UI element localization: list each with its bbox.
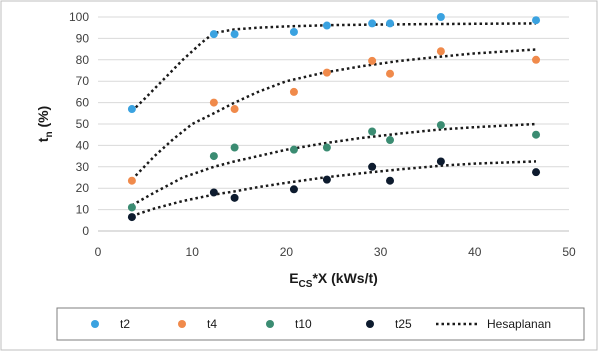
data-point-t10 (127, 203, 136, 212)
x-axis-title-main: E (289, 270, 298, 286)
data-point-t4 (436, 47, 445, 56)
x-axis-title: ECS*X (kWs/t) (289, 270, 378, 290)
data-point-t10 (322, 143, 331, 152)
y-tick-label: 10 (76, 203, 90, 217)
data-point-t10 (209, 152, 218, 161)
data-point-t2 (532, 16, 541, 25)
data-point-t10 (386, 136, 395, 145)
data-point-t10 (436, 121, 445, 130)
x-tick-label: 40 (468, 245, 482, 259)
legend-marker-t2 (91, 320, 99, 328)
legend-marker-t4 (178, 320, 186, 328)
data-point-t4 (368, 56, 377, 65)
legend-label-t25: t25 (395, 317, 412, 331)
data-point-t25 (368, 162, 377, 171)
y-tick-label: 100 (69, 10, 89, 24)
data-point-t10 (230, 143, 239, 152)
data-point-t25 (127, 213, 136, 222)
data-point-t25 (209, 188, 218, 197)
y-tick-label: 90 (76, 31, 90, 45)
data-point-t4 (209, 98, 218, 107)
legend-label-t10: t10 (295, 317, 312, 331)
y-tick-label: 20 (76, 181, 90, 195)
data-point-t25 (322, 175, 331, 184)
data-point-t2 (368, 19, 377, 28)
fitted-curve-3 (131, 122, 537, 207)
data-point-t25 (436, 157, 445, 166)
axis-labels: 0 10 20 30 40 50 60 70 80 90 100 0 10 20 30 40 50 tn (%) E… (35, 10, 576, 290)
legend-marker-t10 (266, 320, 274, 328)
y-tick-label: 60 (76, 96, 90, 110)
data-point-t4 (322, 68, 331, 77)
x-axis-title-rest: *X (kWs/t) (312, 270, 377, 286)
data-point-t2 (386, 19, 395, 28)
x-tick-label: 0 (95, 245, 102, 259)
data-point-t25 (289, 185, 298, 194)
legend-label-Hesaplanan: Hesaplanan (487, 317, 551, 331)
data-point-t10 (289, 145, 298, 154)
y-axis-title-rest: (%) (35, 106, 51, 132)
data-point-t2 (322, 21, 331, 30)
legend-box (56, 307, 585, 341)
y-tick-label: 80 (76, 53, 90, 67)
data-point-t25 (532, 168, 541, 177)
data-point-t2 (209, 30, 218, 39)
x-tick-label: 30 (374, 245, 388, 259)
data-points (127, 13, 541, 222)
data-point-t4 (127, 176, 136, 185)
data-point-t2 (436, 13, 445, 21)
fitted-curve-1 (131, 22, 537, 113)
x-tick-label: 20 (280, 245, 294, 259)
y-tick-label: 50 (76, 117, 90, 131)
legend-marker-t25 (366, 320, 374, 328)
data-point-t25 (386, 176, 395, 185)
fitted-curve-2 (130, 48, 537, 181)
y-axis-title-main: t (35, 137, 51, 142)
y-tick-label: 0 (82, 224, 89, 238)
data-point-t4 (532, 55, 541, 64)
gridlines (98, 16, 569, 211)
x-tick-label: 10 (186, 245, 200, 259)
y-tick-label: 40 (76, 138, 90, 152)
data-point-t2 (127, 105, 136, 114)
legend-label-t2: t2 (120, 317, 130, 331)
data-point-t2 (289, 27, 298, 36)
legend-label-t4: t4 (207, 317, 217, 331)
y-tick-label: 30 (76, 160, 90, 174)
data-point-t4 (230, 105, 239, 114)
y-tick-label: 70 (76, 74, 90, 88)
data-point-t4 (289, 87, 298, 96)
fitted-curves (130, 22, 537, 218)
data-point-t25 (230, 193, 239, 202)
fitted-curve-4 (131, 160, 537, 218)
data-point-t4 (386, 69, 395, 78)
y-axis-title-subscript: n (44, 131, 55, 137)
x-axis-title-subscript: CS (299, 279, 313, 290)
legend: t2 t4 t10 t25 Hesaplanan (56, 307, 585, 341)
x-tick-label: 50 (562, 245, 576, 259)
data-point-t10 (368, 127, 377, 136)
data-point-t2 (230, 30, 239, 39)
y-axis-title: tn (%) (35, 106, 55, 142)
data-point-t10 (532, 130, 541, 139)
